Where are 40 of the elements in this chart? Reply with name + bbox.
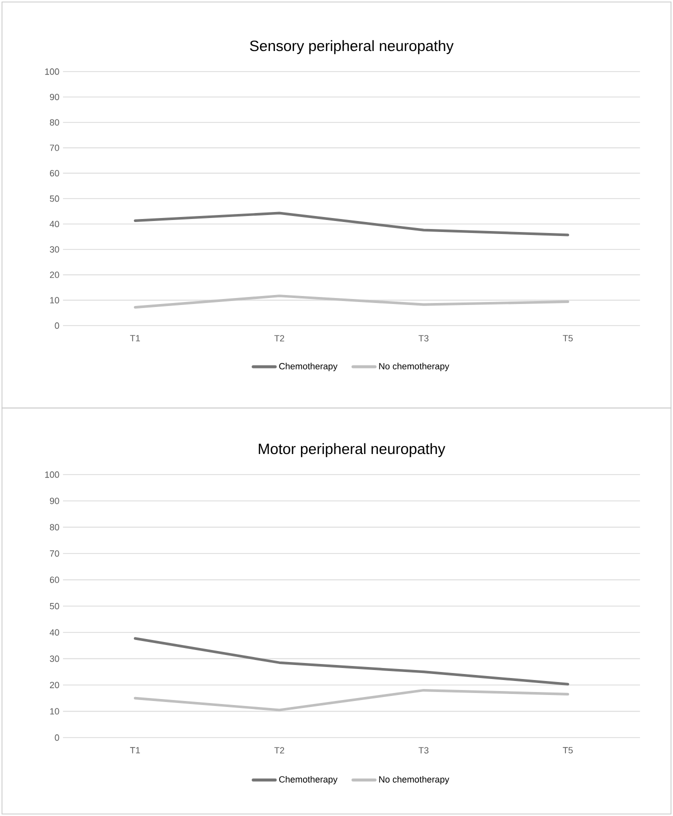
y-tick-label: 60 (50, 576, 60, 583)
y-tick-label: 80 (50, 119, 60, 126)
line-series (134, 294, 570, 309)
y-tick-label: 30 (50, 656, 60, 662)
y-tick-label: 60 (50, 170, 60, 176)
x-tick-label: T1 (130, 747, 140, 754)
x-tick-label: T3 (418, 335, 428, 342)
y-tick-label: 30 (50, 246, 60, 253)
y-tick-label: 90 (50, 498, 60, 504)
y-tick-label: 100 (45, 68, 60, 75)
y-tick-label: 0 (54, 322, 60, 329)
y-tick-label: 90 (50, 94, 60, 100)
y-tick-label: 40 (50, 629, 60, 636)
y-tick-label: 100 (45, 471, 60, 478)
x-tick-label: T2 (274, 747, 284, 754)
y-tick-label: 70 (50, 550, 60, 557)
line-series (134, 688, 570, 712)
legend-label: No chemotherapy (379, 362, 450, 372)
line-series (134, 212, 570, 236)
y-tick-label: 0 (54, 734, 60, 741)
legend-label: No chemotherapy (379, 776, 450, 784)
y-tick-label: 10 (50, 297, 60, 304)
y-tick-label: 50 (50, 195, 60, 202)
chart-title: Sensory peripheral neuropathy (250, 40, 454, 54)
chart-title: Motor peripheral neuropathy (258, 443, 446, 458)
y-tick-label: 20 (50, 682, 60, 688)
legend-label: Chemotherapy (279, 362, 338, 372)
y-tick-label: 80 (50, 524, 60, 530)
line-series (134, 637, 570, 686)
x-tick-label: T5 (562, 747, 573, 754)
y-tick-label: 50 (50, 602, 60, 610)
x-tick-label: T5 (562, 335, 573, 342)
y-tick-label: 20 (50, 272, 60, 278)
legend-label: Chemotherapy (279, 776, 338, 784)
x-tick-label: T2 (274, 335, 284, 342)
y-tick-label: 40 (50, 220, 60, 228)
y-tick-label: 70 (50, 144, 60, 151)
y-tick-label: 10 (50, 708, 60, 714)
x-tick-label: T3 (418, 747, 428, 754)
x-tick-label: T1 (130, 335, 140, 342)
